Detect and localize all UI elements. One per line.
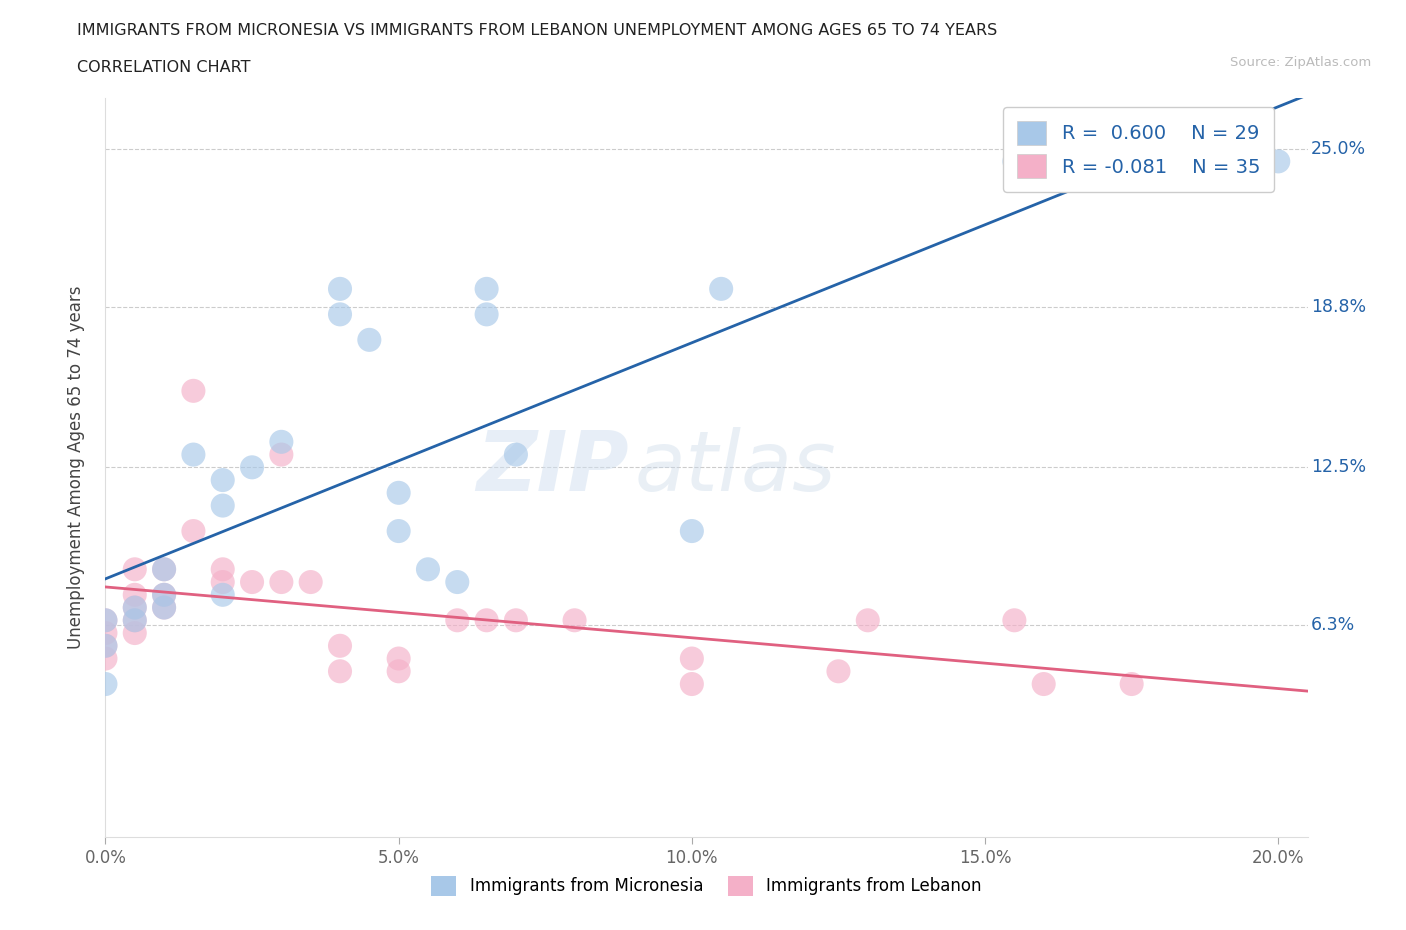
Point: [856, 613, 879, 628]
Point: [153, 588, 176, 603]
Point: [183, 383, 205, 398]
Point: [388, 651, 411, 666]
Point: [329, 307, 352, 322]
Point: [329, 282, 352, 297]
Point: [681, 677, 703, 692]
Point: [270, 434, 292, 449]
Point: [270, 447, 292, 462]
Point: [124, 613, 146, 628]
Text: atlas: atlas: [634, 427, 837, 508]
Point: [359, 332, 381, 347]
Point: [1002, 154, 1025, 169]
Point: [505, 613, 527, 628]
Point: [475, 282, 498, 297]
Point: [94, 677, 117, 692]
Text: CORRELATION CHART: CORRELATION CHART: [77, 60, 250, 75]
Point: [153, 600, 176, 615]
Point: [153, 600, 176, 615]
Point: [124, 588, 146, 603]
Point: [211, 575, 233, 590]
Point: [124, 600, 146, 615]
Text: 18.8%: 18.8%: [1312, 298, 1367, 315]
Point: [388, 485, 411, 500]
Point: [446, 575, 468, 590]
Point: [153, 562, 176, 577]
Text: Source: ZipAtlas.com: Source: ZipAtlas.com: [1230, 56, 1371, 69]
Point: [94, 613, 117, 628]
Point: [211, 588, 233, 603]
Point: [827, 664, 849, 679]
Point: [183, 524, 205, 538]
Point: [1121, 677, 1143, 692]
Point: [94, 638, 117, 653]
Point: [564, 613, 586, 628]
Point: [211, 498, 233, 513]
Text: IMMIGRANTS FROM MICRONESIA VS IMMIGRANTS FROM LEBANON UNEMPLOYMENT AMONG AGES 65: IMMIGRANTS FROM MICRONESIA VS IMMIGRANTS…: [77, 23, 998, 38]
Point: [329, 664, 352, 679]
Point: [475, 307, 498, 322]
Point: [153, 562, 176, 577]
Legend: Immigrants from Micronesia, Immigrants from Lebanon: Immigrants from Micronesia, Immigrants f…: [425, 869, 988, 903]
Point: [446, 613, 468, 628]
Point: [299, 575, 322, 590]
Point: [211, 472, 233, 487]
Point: [1002, 613, 1025, 628]
Point: [329, 638, 352, 653]
Point: [153, 588, 176, 603]
Text: 6.3%: 6.3%: [1312, 617, 1355, 634]
Y-axis label: Unemployment Among Ages 65 to 74 years: Unemployment Among Ages 65 to 74 years: [66, 286, 84, 649]
Point: [505, 447, 527, 462]
Point: [124, 626, 146, 641]
Text: ZIP: ZIP: [475, 427, 628, 508]
Point: [94, 651, 117, 666]
Point: [1091, 166, 1114, 181]
Point: [1032, 677, 1054, 692]
Point: [211, 562, 233, 577]
Point: [388, 524, 411, 538]
Point: [681, 651, 703, 666]
Point: [124, 600, 146, 615]
Text: 12.5%: 12.5%: [1312, 458, 1367, 476]
Point: [124, 613, 146, 628]
Text: 25.0%: 25.0%: [1312, 140, 1367, 158]
Point: [94, 638, 117, 653]
Point: [240, 575, 263, 590]
Point: [710, 282, 733, 297]
Point: [94, 613, 117, 628]
Point: [475, 613, 498, 628]
Point: [681, 524, 703, 538]
Point: [1267, 154, 1289, 169]
Point: [94, 626, 117, 641]
Point: [416, 562, 439, 577]
Point: [388, 664, 411, 679]
Point: [240, 460, 263, 474]
Point: [270, 575, 292, 590]
Point: [183, 447, 205, 462]
Point: [124, 562, 146, 577]
